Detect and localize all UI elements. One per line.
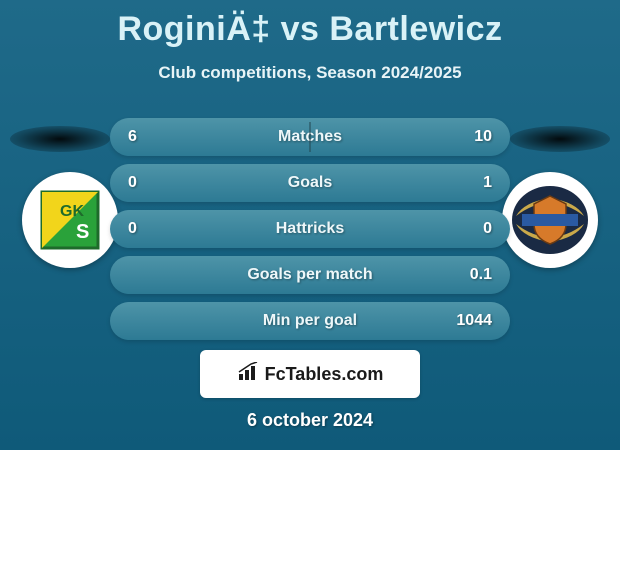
stat-left-value: 0 [128,174,188,192]
stat-label: Goals per match [188,266,432,284]
stat-row: Goals per match 0.1 [110,256,510,294]
stat-label: Min per goal [188,312,432,330]
stat-row: 6 Matches 10 [110,118,510,156]
team-right-badge [502,172,598,268]
stat-row: Min per goal 1044 [110,302,510,340]
stat-right-value: 1044 [432,312,492,330]
brand-text: FcTables.com [265,364,384,385]
stats-card: RoginiÄ‡ vs Bartlewicz Club competitions… [0,0,620,450]
stat-label: Goals [188,174,432,192]
avatar-shadow-right [510,126,610,152]
stat-label: Hattricks [188,220,432,238]
stat-right-value: 10 [432,128,492,146]
page-title: RoginiÄ‡ vs Bartlewicz [0,0,620,49]
team-left-badge-icon: GK S [30,180,110,260]
stat-left-value: 0 [128,220,188,238]
svg-text:GK: GK [60,203,84,220]
stat-row: 0 Goals 1 [110,164,510,202]
stat-row: 0 Hattricks 0 [110,210,510,248]
footer-date: 6 october 2024 [0,410,620,431]
svg-text:S: S [76,221,89,243]
stat-right-value: 0.1 [432,266,492,284]
subtitle: Club competitions, Season 2024/2025 [0,63,620,83]
stat-right-value: 1 [432,174,492,192]
chart-bars-icon [237,362,261,387]
team-left-badge: GK S [22,172,118,268]
row-divider [309,122,311,152]
stat-left-value: 6 [128,128,188,146]
brand-box[interactable]: FcTables.com [200,350,420,398]
stats-list: 6 Matches 10 0 Goals 1 0 Hattricks 0 Goa… [110,118,510,348]
stat-right-value: 0 [432,220,492,238]
team-right-badge-icon [508,178,592,262]
avatar-shadow-left [10,126,110,152]
